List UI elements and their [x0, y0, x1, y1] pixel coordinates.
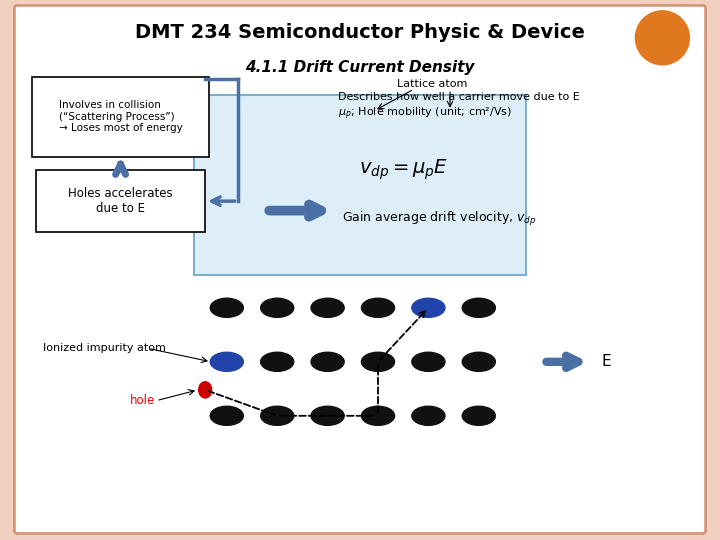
- FancyBboxPatch shape: [32, 77, 209, 157]
- Ellipse shape: [462, 352, 495, 372]
- Text: E: E: [601, 354, 611, 369]
- Text: $\mu_p$; Hole mobility (unit; cm²/Vs): $\mu_p$; Hole mobility (unit; cm²/Vs): [338, 105, 513, 122]
- Text: Describes how well a carrier move due to E: Describes how well a carrier move due to…: [338, 92, 580, 102]
- Ellipse shape: [210, 298, 243, 318]
- Ellipse shape: [462, 406, 495, 426]
- Text: Gain average drift velocity, $v_{dp}$: Gain average drift velocity, $v_{dp}$: [342, 210, 536, 228]
- Ellipse shape: [261, 406, 294, 426]
- FancyBboxPatch shape: [194, 94, 526, 275]
- Ellipse shape: [210, 406, 243, 426]
- Ellipse shape: [261, 298, 294, 318]
- FancyBboxPatch shape: [36, 170, 205, 232]
- Ellipse shape: [635, 11, 690, 65]
- Ellipse shape: [361, 352, 395, 372]
- Text: Involves in collision
(“Scattering Process”)
→ Loses most of energy: Involves in collision (“Scattering Proce…: [59, 100, 182, 133]
- Ellipse shape: [199, 382, 212, 398]
- Ellipse shape: [210, 352, 243, 372]
- Ellipse shape: [361, 406, 395, 426]
- Ellipse shape: [361, 298, 395, 318]
- Ellipse shape: [462, 298, 495, 318]
- FancyBboxPatch shape: [14, 5, 706, 534]
- Ellipse shape: [412, 298, 445, 318]
- Ellipse shape: [261, 352, 294, 372]
- Ellipse shape: [311, 352, 344, 372]
- Text: DMT 234 Semiconductor Physic & Device: DMT 234 Semiconductor Physic & Device: [135, 23, 585, 42]
- Ellipse shape: [311, 298, 344, 318]
- Text: Ionized impurity atom: Ionized impurity atom: [43, 343, 166, 353]
- Ellipse shape: [311, 406, 344, 426]
- Text: Lattice atom: Lattice atom: [397, 79, 467, 89]
- Ellipse shape: [412, 406, 445, 426]
- Text: hole: hole: [130, 394, 155, 407]
- Text: $v_{dp} = \mu_p E$: $v_{dp} = \mu_p E$: [359, 158, 448, 183]
- Text: Holes accelerates
due to E: Holes accelerates due to E: [68, 187, 173, 215]
- Ellipse shape: [412, 352, 445, 372]
- Text: 4.1.1 Drift Current Density: 4.1.1 Drift Current Density: [246, 60, 474, 75]
